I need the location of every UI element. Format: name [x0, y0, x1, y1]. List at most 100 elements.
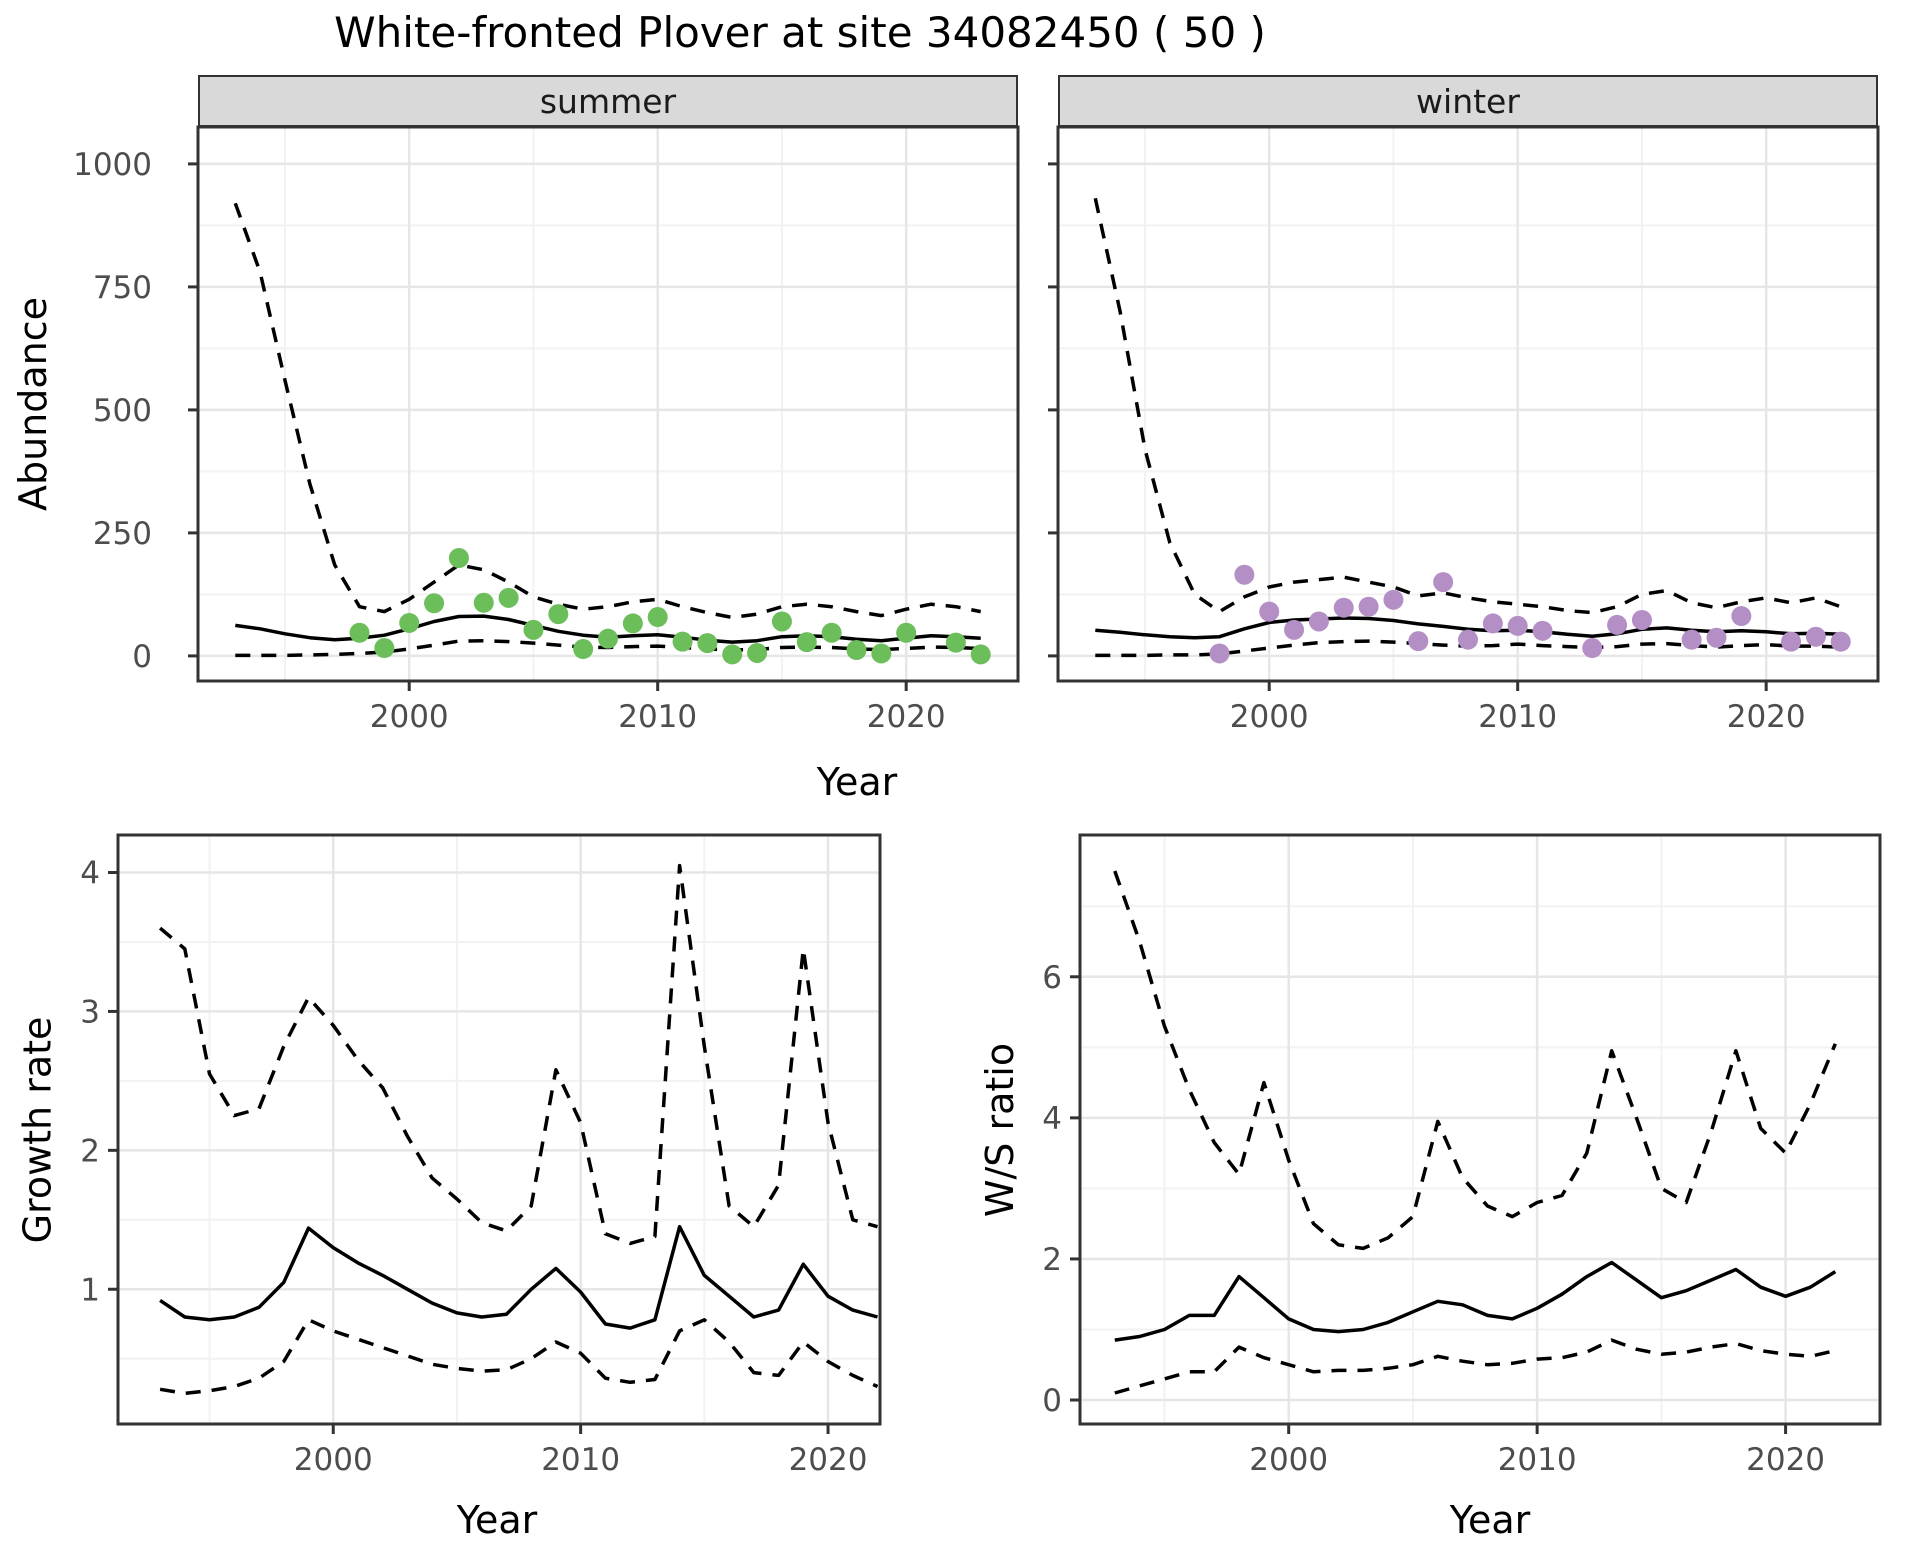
abundance-summer-data-point — [970, 644, 991, 665]
x-axis-title-growth: Year — [456, 1498, 538, 1542]
growth-rate-panel-border — [116, 833, 882, 1426]
abundance-summer-data-point — [424, 593, 445, 614]
ws-ratio-lower_ci-line — [1114, 1338, 1836, 1395]
abundance-winter-data-point — [1259, 601, 1280, 622]
growth-rate-fit-line — [159, 1224, 878, 1330]
abundance-summer-data-point — [821, 622, 842, 643]
ws-ratio-y-tick-label: 6 — [1042, 960, 1062, 996]
abundance-summer-data-point — [473, 592, 494, 613]
ws-ratio-panel-bg — [1080, 835, 1880, 1424]
ws-ratio-x-tick-label: 2020 — [1746, 1442, 1825, 1478]
abundance-summer-data-point — [771, 611, 792, 632]
y-axis-title-ws-ratio: W/S ratio — [978, 1042, 1023, 1218]
ws-ratio-x-tick-label: 2000 — [1249, 1442, 1328, 1478]
abundance-summer-data-point — [896, 622, 917, 643]
y-axis-title-growth-rate: Growth rate — [15, 1016, 59, 1244]
growth-rate-lower_ci-line — [159, 1318, 879, 1396]
abundance-winter-data-point — [1383, 589, 1404, 610]
abundance-summer-data-point — [747, 642, 768, 663]
abundance-winter-data-point — [1408, 631, 1429, 652]
abundance-summer-data-point — [871, 643, 892, 664]
abundance-summer-data-point — [697, 633, 718, 654]
abundance-summer-data-point — [722, 644, 743, 665]
abundance-summer-data-point — [448, 547, 469, 568]
abundance-winter-x-tick-label: 2000 — [1230, 699, 1309, 735]
abundance-summer-data-point — [598, 628, 618, 649]
abundance-winter-data-point — [1482, 613, 1503, 634]
abundance-summer-panel-border — [196, 125, 1020, 683]
growth-rate-y-tick-label: 1 — [80, 1272, 100, 1308]
abundance-winter-data-point — [1433, 572, 1454, 593]
growth-rate-x-tick-label: 2010 — [541, 1442, 620, 1478]
abundance-summer-data-point — [548, 604, 569, 625]
ws-ratio-upper_ci-line — [1113, 870, 1837, 1251]
abundance-summer-data-point — [349, 622, 370, 643]
x-axis-title-top: Year — [816, 760, 898, 804]
abundance-summer-y-tick-label: 0 — [132, 639, 152, 675]
growth-rate-x-tick-label: 2020 — [789, 1442, 868, 1478]
abundance-summer-y-tick-label: 250 — [93, 516, 152, 552]
abundance-winter-data-point — [1458, 629, 1478, 650]
abundance-winter-data-point — [1631, 609, 1652, 630]
abundance-summer-data-point — [846, 640, 867, 661]
abundance-winter-data-point — [1333, 597, 1354, 618]
abundance-winter-data-point — [1209, 643, 1230, 664]
facet-strip-summer: summer — [198, 75, 1018, 127]
growth-rate-y-tick-label: 3 — [80, 994, 100, 1030]
abundance-summer-data-point — [622, 613, 643, 634]
abundance-summer-data-point — [374, 638, 395, 659]
abundance-winter-data-point — [1781, 631, 1802, 652]
abundance-winter-data-point — [1706, 627, 1727, 648]
abundance-summer-panel-bg — [198, 127, 1018, 681]
abundance-winter-x-tick-label: 2010 — [1478, 699, 1557, 735]
ws-ratio-y-tick-label: 0 — [1042, 1383, 1062, 1419]
abundance-winter-data-point — [1607, 614, 1628, 635]
abundance-summer-data-point — [523, 619, 544, 640]
abundance-summer-data-point — [672, 631, 693, 652]
abundance-winter-x-tick-label: 2020 — [1727, 699, 1806, 735]
abundance-summer-data-point — [945, 632, 966, 653]
growth-rate-upper_ci-line — [158, 863, 878, 1246]
abundance-winter-panel-border — [1056, 125, 1880, 683]
abundance-winter-panel-bg — [1058, 127, 1878, 681]
page-title: White-fronted Plover at site 34082450 ( … — [334, 8, 1266, 57]
ws-ratio-fit-line — [1114, 1260, 1837, 1342]
facet-strip-winter: winter — [1058, 75, 1878, 127]
abundance-summer-data-point — [647, 607, 668, 628]
ws-ratio-x-tick-label: 2010 — [1498, 1442, 1577, 1478]
abundance-summer-data-point — [573, 639, 594, 660]
abundance-winter-data-point — [1805, 626, 1826, 647]
abundance-winter-data-point — [1731, 606, 1752, 627]
abundance-winter-data-point — [1234, 564, 1255, 585]
x-axis-title-ws: Year — [1449, 1498, 1531, 1542]
abundance-winter-data-point — [1507, 615, 1528, 636]
abundance-winter-data-point — [1582, 638, 1603, 659]
growth-rate-panel-bg — [118, 835, 880, 1424]
abundance-summer-data-point — [498, 587, 519, 608]
ws-ratio-y-tick-label: 4 — [1042, 1101, 1062, 1137]
abundance-winter-data-point — [1308, 611, 1329, 632]
abundance-summer-y-tick-label: 1000 — [73, 147, 152, 183]
abundance-winter-data-point — [1532, 620, 1553, 641]
facet-strip-winter-label: winter — [1416, 81, 1520, 121]
abundance-summer-y-tick-label: 750 — [93, 270, 152, 306]
facet-strip-summer-label: summer — [539, 81, 677, 121]
growth-rate-x-tick-label: 2000 — [294, 1442, 373, 1478]
abundance-summer-data-point — [796, 632, 817, 653]
growth-rate-y-tick-label: 2 — [80, 1133, 100, 1169]
abundance-winter-data-point — [1830, 631, 1851, 652]
abundance-summer-data-point — [399, 612, 420, 633]
ws-ratio-panel-border — [1078, 833, 1882, 1426]
abundance-summer-y-tick-label: 500 — [93, 393, 152, 429]
abundance-winter-data-point — [1681, 629, 1702, 650]
abundance-summer-upper_ci-line — [233, 202, 982, 620]
abundance-summer-x-tick-label: 2020 — [867, 699, 946, 735]
abundance-winter-data-point — [1358, 596, 1379, 617]
abundance-summer-x-tick-label: 2010 — [618, 699, 697, 735]
abundance-winter-data-point — [1284, 619, 1305, 640]
ws-ratio-y-tick-label: 2 — [1042, 1242, 1062, 1278]
y-axis-title-abundance: Abundance — [11, 296, 56, 512]
growth-rate-y-tick-label: 4 — [80, 856, 100, 892]
